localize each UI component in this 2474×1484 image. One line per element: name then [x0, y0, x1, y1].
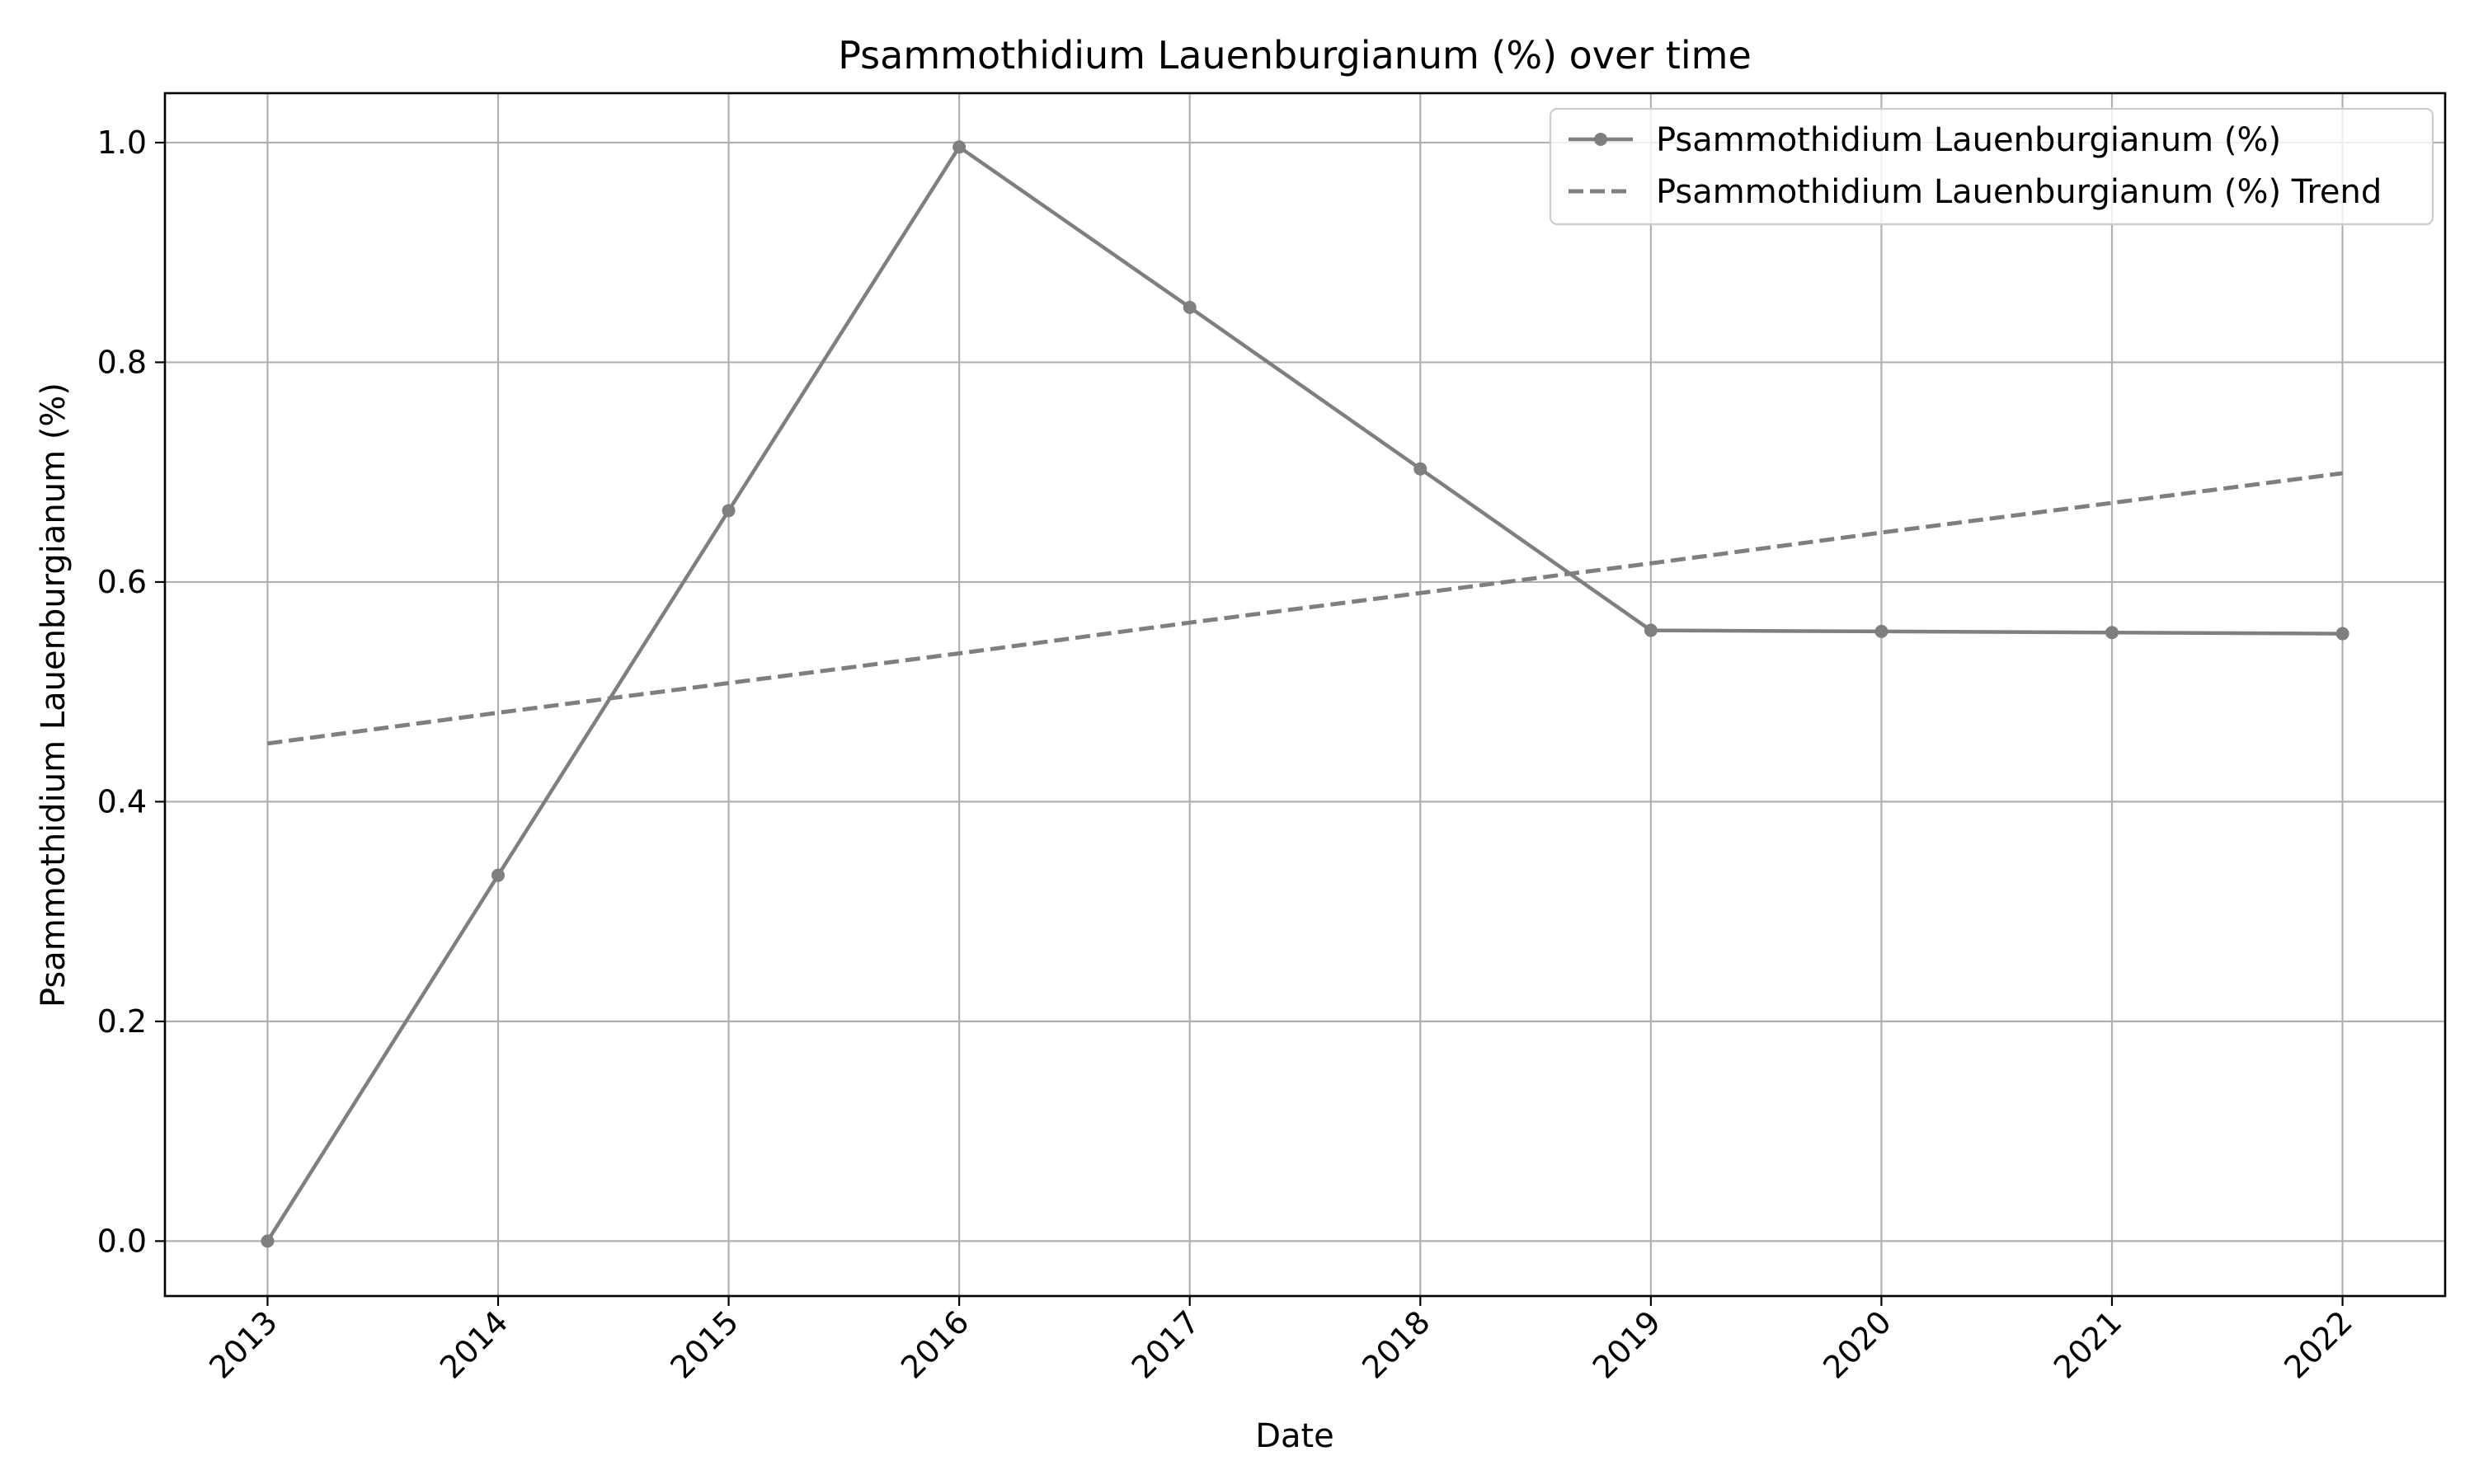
legend-marker [1594, 133, 1607, 146]
x-axis-label: Date [1255, 1417, 1334, 1455]
x-axis-ticks: 2013 2014 2015 2016 2017 2018 2019 2020 2021 2022 [202, 1296, 2359, 1386]
x-tick-label: 2020 [1816, 1303, 1898, 1386]
trend-line [267, 471, 2343, 746]
x-tick-label: 2015 [663, 1303, 745, 1386]
series-layer [261, 140, 2349, 1248]
data-point [2105, 626, 2119, 640]
legend-label: Psammothidium Lauenburgianum (%) [1656, 121, 2281, 159]
data-point [722, 504, 736, 518]
y-tick-label: 0.8 [97, 344, 147, 380]
data-point [1183, 300, 1197, 314]
y-tick-label: 0.6 [97, 564, 147, 600]
x-tick-label: 2021 [2047, 1303, 2129, 1386]
grid-lines [165, 93, 2445, 1296]
data-point [1874, 624, 1888, 638]
data-point [491, 868, 505, 882]
legend-box [1549, 107, 2434, 226]
x-tick-label: 2018 [1355, 1303, 1437, 1386]
data-point [952, 140, 967, 154]
y-axis-label: Psammothidium Lauenburgianum (%) [35, 383, 73, 1007]
data-point [1644, 623, 1658, 637]
y-axis-ticks: 0.0 0.2 0.4 0.6 0.8 1.0 [97, 124, 165, 1259]
y-tick-label: 0.0 [97, 1223, 147, 1259]
x-tick-label: 2016 [894, 1303, 976, 1386]
x-tick-label: 2022 [2277, 1303, 2359, 1386]
legend-label: Psammothidium Lauenburgianum (%) Trend [1656, 173, 2382, 211]
series-line [266, 144, 2343, 1242]
y-tick-label: 1.0 [97, 124, 147, 161]
legend: Psammothidium Lauenburgianum (%) Psammoth… [1549, 107, 2434, 226]
x-tick-label: 2019 [1586, 1303, 1668, 1386]
chart-title: Psammothidium Lauenburgianum (%) over ti… [838, 33, 1752, 77]
x-tick-label: 2013 [202, 1303, 285, 1386]
x-tick-label: 2017 [1125, 1303, 1207, 1386]
data-point [1413, 462, 1427, 476]
y-tick-label: 0.4 [97, 783, 147, 819]
y-tick-label: 0.2 [97, 1003, 147, 1040]
data-point [2335, 627, 2349, 641]
data-point [261, 1234, 275, 1248]
x-tick-label: 2014 [433, 1303, 515, 1386]
plot-area-frame [163, 92, 2447, 1298]
